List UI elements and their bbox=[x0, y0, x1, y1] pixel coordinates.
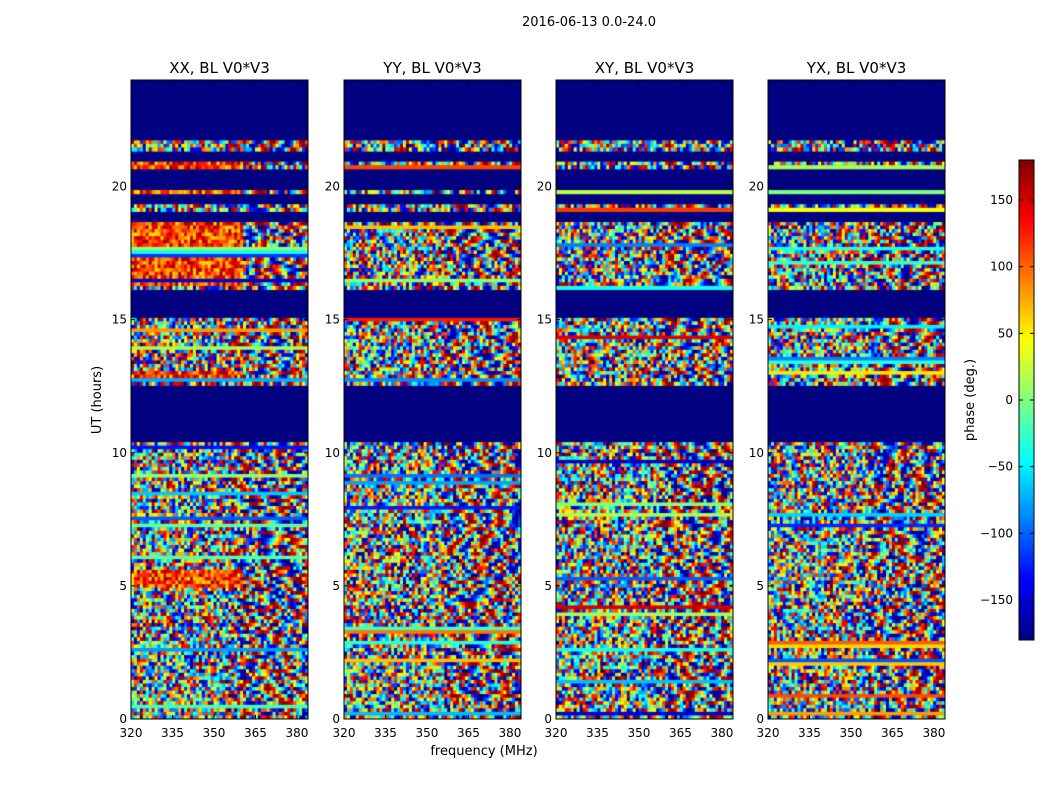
panel-frame bbox=[343, 79, 522, 720]
x-tick-label: 335 bbox=[374, 726, 397, 740]
y-tick-label: 5 bbox=[544, 579, 552, 593]
panel-yy: YY, BL V0*V3 320 335 350 365 380 0 5 10 15 20 bbox=[325, 59, 522, 740]
colorbar-tick-label: 50 bbox=[998, 326, 1013, 340]
x-tick-label: 380 bbox=[922, 726, 945, 740]
y-tick-label: 5 bbox=[332, 579, 340, 593]
heatmap-image-yy bbox=[344, 80, 521, 719]
x-tick-label: 380 bbox=[710, 726, 733, 740]
y-tick-label: 5 bbox=[119, 579, 127, 593]
x-tick-label: 350 bbox=[840, 726, 863, 740]
x-tick-label: 380 bbox=[285, 726, 308, 740]
heatmap-image-yx bbox=[768, 80, 945, 719]
panel-title-xx: XX, BL V0*V3 bbox=[169, 59, 270, 77]
colorbar: 150 100 50 0 −50 −100 −150 bbox=[980, 159, 1035, 641]
y-tick-label: 20 bbox=[537, 180, 552, 194]
panel-title-xy: XY, BL V0*V3 bbox=[595, 59, 695, 77]
x-tick-label: 380 bbox=[498, 726, 521, 740]
colorbar-tick-label: 150 bbox=[990, 193, 1013, 207]
colorbar-tick-label: 0 bbox=[1005, 393, 1013, 407]
x-tick-label: 320 bbox=[545, 726, 568, 740]
colorbar-label: phase (deg.) bbox=[963, 359, 978, 441]
x-tick-label: 335 bbox=[161, 726, 184, 740]
panel-frame bbox=[767, 79, 946, 720]
y-tick-label: 0 bbox=[119, 712, 127, 726]
y-tick-label: 15 bbox=[749, 313, 764, 327]
heatmap-image-xy bbox=[556, 80, 733, 719]
heatmap-image-xx bbox=[131, 80, 308, 719]
panel-frame bbox=[130, 79, 309, 720]
y-tick-label: 5 bbox=[756, 579, 764, 593]
x-tick-label: 320 bbox=[333, 726, 356, 740]
panel-frame bbox=[555, 79, 734, 720]
x-tick-label: 320 bbox=[120, 726, 143, 740]
y-tick-label: 10 bbox=[112, 446, 127, 460]
panel-xy: XY, BL V0*V3 320 335 350 365 380 0 5 10 15 20 bbox=[537, 59, 734, 740]
panel-title-yy: YY, BL V0*V3 bbox=[382, 59, 481, 77]
x-tick-label: 365 bbox=[457, 726, 480, 740]
y-tick-label: 10 bbox=[749, 446, 764, 460]
y-tick-label: 20 bbox=[112, 180, 127, 194]
x-tick-label: 335 bbox=[798, 726, 821, 740]
colorbar-tick-label: 100 bbox=[990, 260, 1013, 274]
x-tick-label: 365 bbox=[881, 726, 904, 740]
y-tick-label: 15 bbox=[325, 313, 340, 327]
colorbar-tick-label: −50 bbox=[988, 460, 1013, 474]
figure-suptitle: 2016-06-13 0.0-24.0 bbox=[522, 15, 656, 30]
x-tick-label: 350 bbox=[416, 726, 439, 740]
y-tick-label: 10 bbox=[537, 446, 552, 460]
y-tick-label: 0 bbox=[332, 712, 340, 726]
panel-title-yx: YX, BL V0*V3 bbox=[806, 59, 907, 77]
y-tick-label: 15 bbox=[537, 313, 552, 327]
y-tick-label: 15 bbox=[112, 313, 127, 327]
y-tick-label: 20 bbox=[749, 180, 764, 194]
y-tick-label: 10 bbox=[325, 446, 340, 460]
y-tick-label: 0 bbox=[756, 712, 764, 726]
x-tick-label: 350 bbox=[203, 726, 226, 740]
y-tick-label: 20 bbox=[325, 180, 340, 194]
colorbar-tick-label: −150 bbox=[980, 593, 1013, 607]
x-axis-label: frequency (MHz) bbox=[430, 744, 537, 759]
x-tick-label: 320 bbox=[757, 726, 780, 740]
x-tick-label: 365 bbox=[669, 726, 692, 740]
x-tick-label: 335 bbox=[586, 726, 609, 740]
x-tick-label: 365 bbox=[244, 726, 267, 740]
panel-yx: YX, BL V0*V3 320 335 350 365 380 0 5 10 15 20 bbox=[749, 59, 946, 740]
x-tick-label: 350 bbox=[628, 726, 651, 740]
panel-xx: XX, BL V0*V3 320 335 350 365 380 0 5 10 15 20 bbox=[112, 59, 309, 740]
y-tick-label: 0 bbox=[544, 712, 552, 726]
y-axis-label: UT (hours) bbox=[90, 366, 105, 434]
colorbar-tick-label: −100 bbox=[980, 526, 1013, 540]
